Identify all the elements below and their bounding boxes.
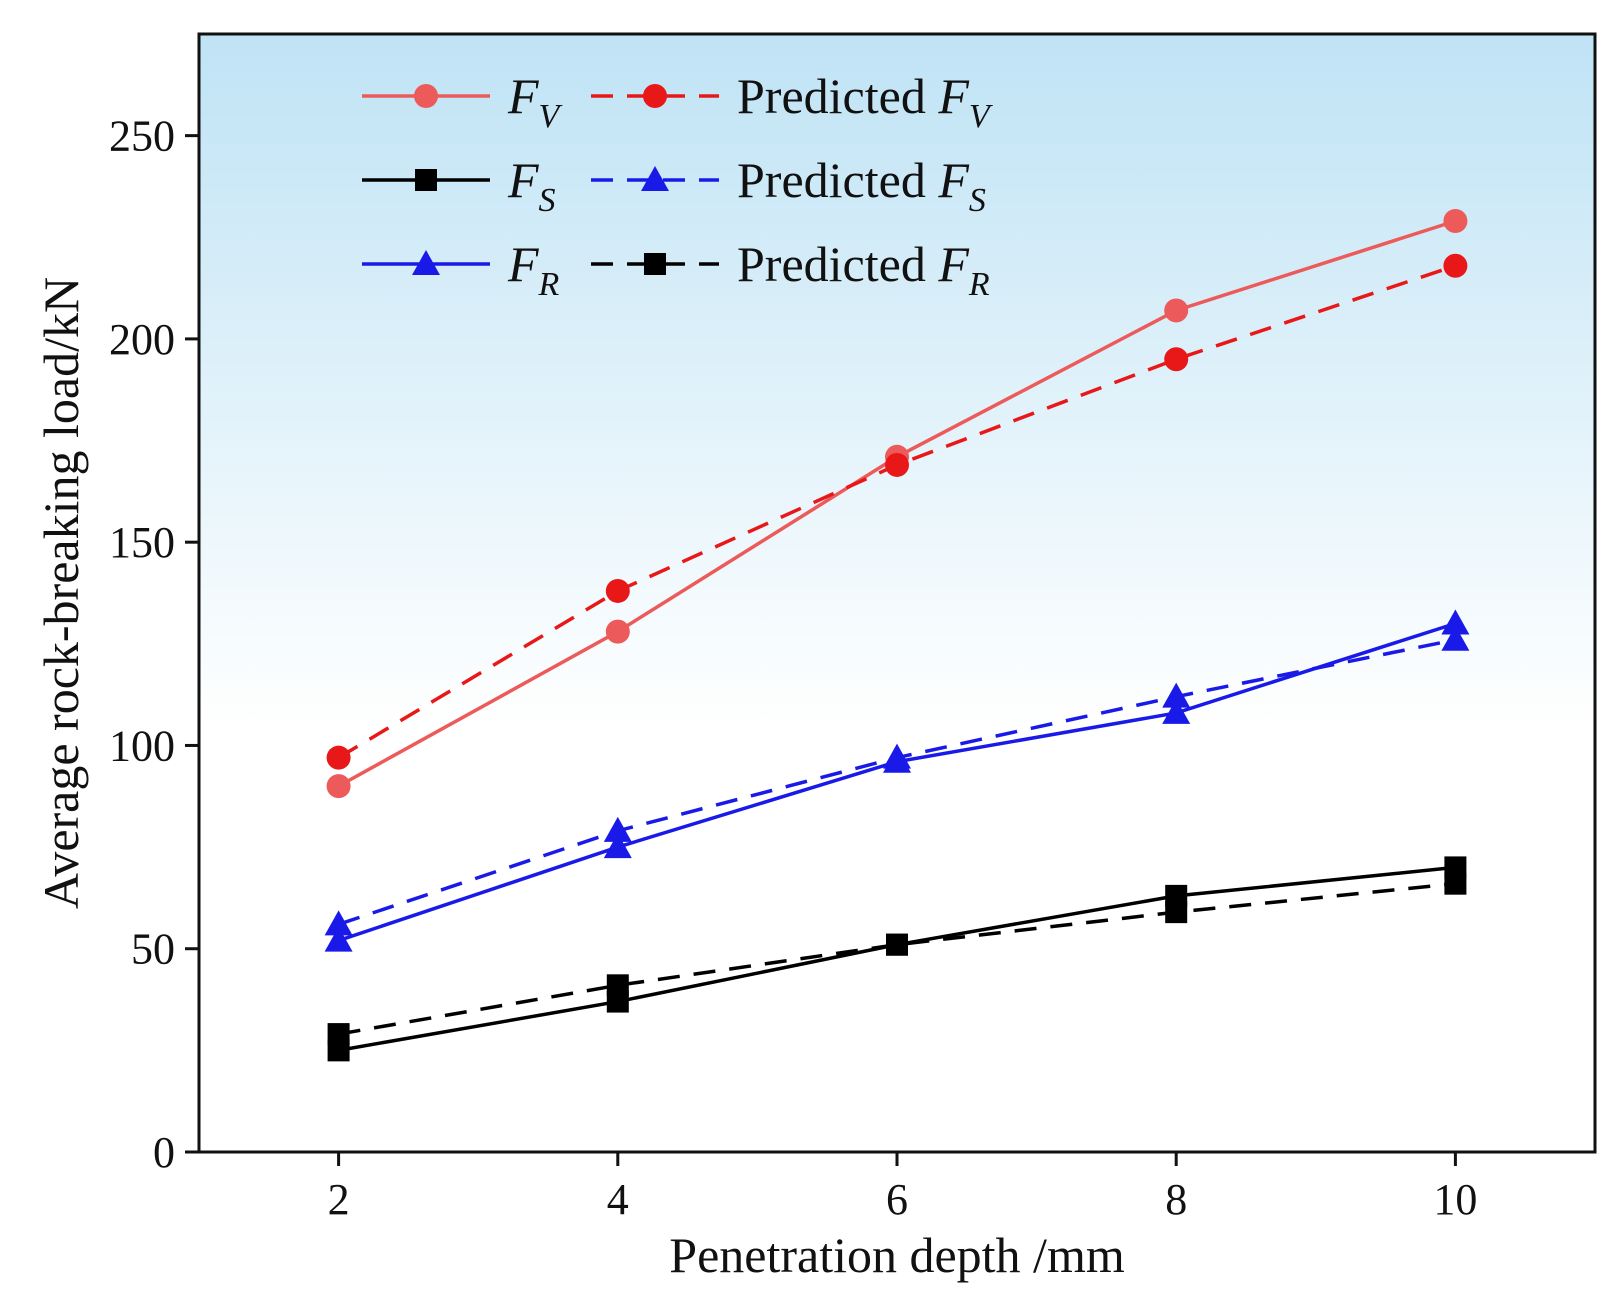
data-point-3-0 <box>324 910 353 936</box>
legend-marker-3 <box>641 166 669 191</box>
series-layer <box>324 209 1470 1062</box>
legend-item-3: Predicted FS <box>591 152 986 219</box>
y-tick-label-100: 100 <box>109 721 175 770</box>
data-point-4-3 <box>1162 698 1191 724</box>
data-point-0-1 <box>605 619 630 644</box>
data-point-0-3 <box>1164 298 1189 323</box>
data-point-1-1 <box>605 578 630 603</box>
y-axis-title: Average rock-breaking load/kN <box>33 277 89 909</box>
data-point-4-1 <box>603 833 632 859</box>
x-tick-label-6: 6 <box>886 1175 908 1224</box>
x-axis-title: Penetration depth /mm <box>669 1227 1125 1283</box>
data-point-3-1 <box>603 816 632 842</box>
data-point-3-4 <box>1441 625 1470 651</box>
legend-marker-4 <box>412 250 440 275</box>
data-point-3-3 <box>1162 682 1191 708</box>
legend-label-5: Predicted FR <box>737 236 990 303</box>
series-line-5 <box>338 881 1456 1036</box>
y-tick-label-200: 200 <box>109 315 175 364</box>
data-point-5-2 <box>886 933 908 956</box>
legend-item-5: Predicted FR <box>591 236 990 303</box>
legend-item-1: Predicted FV <box>591 68 994 135</box>
data-point-1-4 <box>1443 253 1468 278</box>
legend-label-3: Predicted FS <box>737 152 986 219</box>
x-tick-label-2: 2 <box>328 1175 350 1224</box>
legend-marker-2 <box>415 169 437 191</box>
legend-item-4: FR <box>362 236 560 303</box>
series-predicted-f_r <box>327 872 1467 1046</box>
data-point-1-2 <box>885 452 909 477</box>
x-tick-label-4: 4 <box>607 1175 629 1224</box>
series-predicted-f_v <box>326 253 1468 770</box>
y-tick-label-150: 150 <box>109 518 175 567</box>
data-point-0-0 <box>326 774 351 799</box>
data-point-5-3 <box>1165 901 1188 924</box>
series-f_r <box>324 609 1470 952</box>
data-point-0-4 <box>1443 209 1468 234</box>
y-tick-label-250: 250 <box>109 112 175 161</box>
data-point-4-4 <box>1441 609 1470 635</box>
data-point-5-0 <box>327 1023 350 1046</box>
data-point-1-3 <box>1164 347 1189 372</box>
legend-marker-1 <box>643 84 667 108</box>
legend-label-2: FS <box>507 152 556 219</box>
y-tick-label-0: 0 <box>153 1128 175 1177</box>
x-tick-label-10: 10 <box>1433 1175 1477 1224</box>
y-tick-label-50: 50 <box>131 925 175 974</box>
legend-item-2: FS <box>362 152 556 219</box>
legend-marker-5 <box>644 253 666 275</box>
plot-background <box>199 34 1595 1152</box>
x-tick-label-8: 8 <box>1165 1175 1187 1224</box>
data-point-1-0 <box>326 745 351 770</box>
legend-marker-0 <box>414 84 438 108</box>
data-point-5-4 <box>1444 872 1467 895</box>
legend-label-4: FR <box>507 236 560 303</box>
data-point-4-2 <box>883 747 911 773</box>
data-point-5-1 <box>606 974 629 997</box>
data-point-4-0 <box>324 926 353 952</box>
